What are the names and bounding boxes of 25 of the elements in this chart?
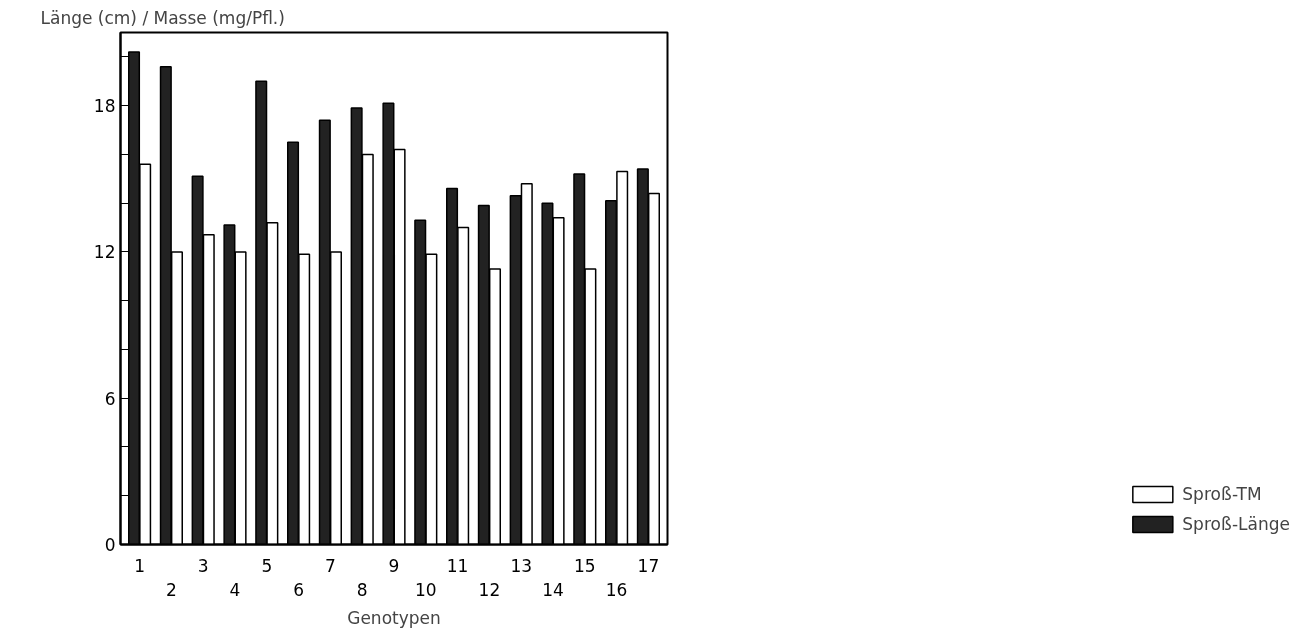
x-axis-title: Genotypen	[347, 607, 441, 628]
y-axis-title: Länge (cm) / Masse (mg/Pfl.)	[40, 7, 285, 28]
x-tick-label: 7	[324, 555, 336, 576]
y-tick-label: 6	[104, 388, 116, 409]
x-tick-label: 9	[388, 555, 400, 576]
x-tick-label: 2	[165, 579, 177, 600]
legend-label: Sproß-TM	[1182, 484, 1262, 504]
x-tick-label: 11	[446, 555, 469, 576]
x-tick-label: 14	[542, 579, 564, 600]
x-tick-label: 6	[293, 579, 305, 600]
x-tick-label: 4	[229, 579, 241, 600]
x-tick-label: 1	[134, 555, 145, 576]
x-tick-label: 17	[637, 555, 660, 576]
x-tick-label: 16	[605, 579, 628, 600]
x-tick-label: 10	[414, 579, 437, 600]
x-tick-label: 13	[510, 555, 533, 576]
y-tick-label: 12	[93, 242, 116, 263]
legend-label: Sproß-Länge	[1182, 514, 1290, 534]
x-tick-label: 12	[478, 579, 501, 600]
y-tick-label: 0	[104, 535, 116, 555]
x-tick-label: 5	[261, 555, 273, 576]
x-tick-label: 15	[574, 555, 596, 576]
x-tick-label: 3	[197, 555, 209, 576]
y-tick-label: 18	[93, 96, 116, 117]
x-tick-label: 8	[356, 579, 368, 600]
